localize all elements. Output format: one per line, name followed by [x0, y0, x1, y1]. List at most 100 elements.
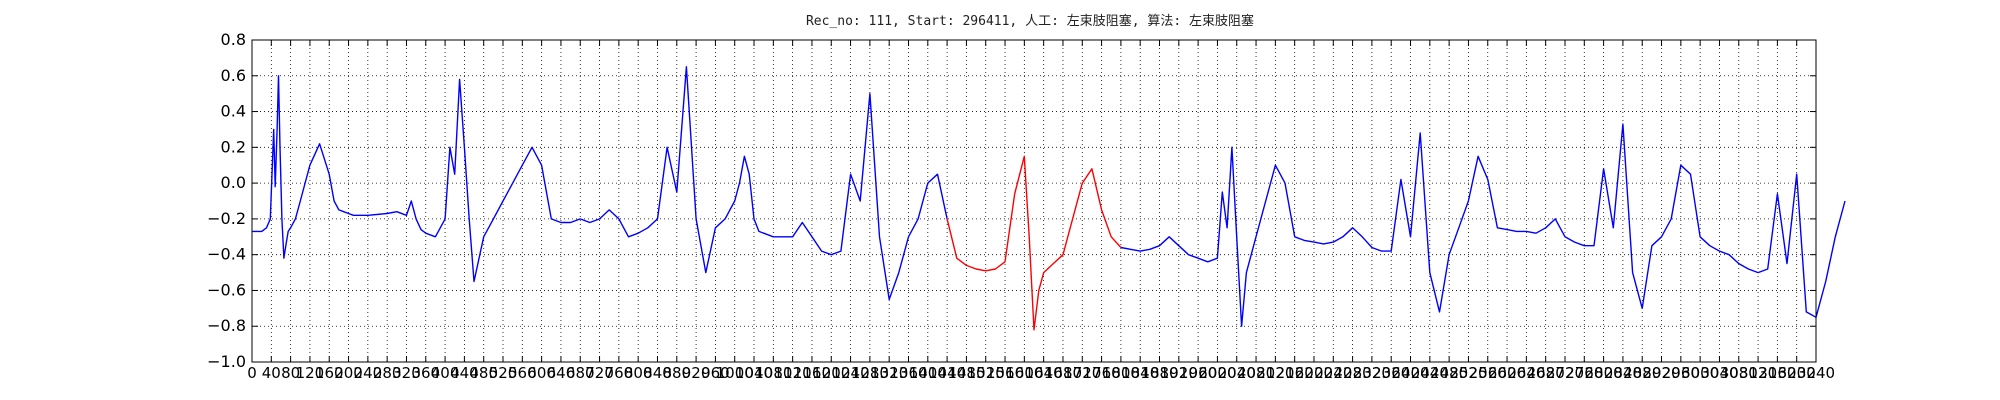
ecg-after-tail-line — [1815, 200, 1846, 318]
x-tick-label: 2480 — [1430, 364, 1468, 382]
ecg-before-line — [252, 66, 948, 301]
chart-title: Rec_no: 111, Start: 296411, 人工: 左束肢阻塞, 算… — [806, 13, 1254, 29]
series-layer — [252, 66, 1846, 331]
x-tick-label: 1800 — [1102, 364, 1140, 382]
x-tick-label: 3040 — [1700, 364, 1738, 382]
x-tick-label: 2680 — [1527, 364, 1565, 382]
x-tick-label: 600 — [527, 364, 556, 382]
x-tick-label: 2080 — [1237, 364, 1275, 382]
x-tick-label: 2400 — [1391, 364, 1429, 382]
x-tick-label: 1880 — [1140, 364, 1178, 382]
x-tick-label: 280 — [373, 364, 402, 382]
y-tick-label: −1.0 — [207, 352, 246, 371]
x-tick-label: 920 — [682, 364, 711, 382]
x-tick-label: 1200 — [812, 364, 850, 382]
x-tick-label: 1080 — [754, 364, 792, 382]
x-tick-label: 1320 — [870, 364, 908, 382]
x-tick-label: 1720 — [1063, 364, 1101, 382]
x-tick-label: 2160 — [1276, 364, 1314, 382]
x-tick-label: 640 — [547, 364, 576, 382]
x-tick-label: 1920 — [1160, 364, 1198, 382]
x-tick-label: 3000 — [1681, 364, 1719, 382]
x-tick-label: 680 — [566, 364, 595, 382]
x-tick-label: 240 — [354, 364, 383, 382]
tick-layer: −1.0−0.8−0.6−0.4−0.20.00.20.40.60.80 40 80… — [207, 30, 1835, 382]
x-tick-label: 1360 — [889, 364, 927, 382]
x-tick-label: 1520 — [967, 364, 1005, 382]
x-tick-label: 320 — [392, 364, 421, 382]
x-tick-label: 1400 — [909, 364, 947, 382]
x-tick-label: 2440 — [1411, 364, 1449, 382]
x-tick-label: 2560 — [1469, 364, 1507, 382]
x-tick-label: 1760 — [1082, 364, 1120, 382]
x-tick-label: 1240 — [831, 364, 869, 382]
x-tick-label: 720 — [585, 364, 614, 382]
x-tick-label: 2280 — [1333, 364, 1371, 382]
y-tick-label: 0.4 — [221, 102, 246, 121]
x-tick-label: 2040 — [1218, 364, 1256, 382]
x-tick-label: 0 — [247, 364, 257, 382]
x-tick-label: 2120 — [1256, 364, 1294, 382]
y-tick-label: 0.8 — [221, 30, 246, 49]
x-tick-label: 40 — [262, 364, 281, 382]
ecg-flagged-line — [946, 155, 1122, 331]
x-tick-label: 1600 — [1005, 364, 1043, 382]
x-tick-label: 560 — [508, 364, 537, 382]
x-tick-label: 2840 — [1604, 364, 1642, 382]
x-tick-label: 2320 — [1353, 364, 1391, 382]
x-tick-label: 3240 — [1797, 364, 1835, 382]
x-tick-label: 1640 — [1025, 364, 1063, 382]
x-tick-label: 1440 — [928, 364, 966, 382]
y-tick-label: −0.4 — [207, 245, 246, 264]
grid-layer — [252, 40, 1816, 362]
plot-frame — [251, 39, 1817, 363]
x-tick-label: 2240 — [1314, 364, 1352, 382]
x-tick-label: 520 — [489, 364, 518, 382]
x-tick-label: 2880 — [1623, 364, 1661, 382]
x-tick-label: 1040 — [735, 364, 773, 382]
x-tick-label: 760 — [605, 364, 634, 382]
x-tick-label: 400 — [431, 364, 460, 382]
x-tick-label: 2000 — [1198, 364, 1236, 382]
x-tick-label: 3120 — [1739, 364, 1777, 382]
x-tick-label: 880 — [662, 364, 691, 382]
y-tick-label: −0.2 — [207, 209, 246, 228]
x-tick-label: 3080 — [1720, 364, 1758, 382]
x-tick-label: 160 — [315, 364, 344, 382]
y-tick-label: 0.0 — [221, 173, 246, 192]
x-tick-label: 200 — [334, 364, 363, 382]
y-tick-label: −0.8 — [207, 316, 246, 335]
x-tick-label: 2720 — [1546, 364, 1584, 382]
x-tick-label: 1000 — [716, 364, 754, 382]
x-tick-label: 120 — [296, 364, 325, 382]
x-tick-label: 3200 — [1778, 364, 1816, 382]
x-tick-label: 440 — [450, 364, 479, 382]
x-tick-label: 3160 — [1758, 364, 1796, 382]
x-tick-label: 2360 — [1372, 364, 1410, 382]
y-tick-label: 0.6 — [221, 66, 246, 85]
x-tick-label: 840 — [643, 364, 672, 382]
ecg-after-line — [1120, 123, 1817, 327]
x-tick-label: 2920 — [1642, 364, 1680, 382]
x-tick-label: 2960 — [1662, 364, 1700, 382]
x-tick-label: 80 — [281, 364, 300, 382]
x-tick-label: 2600 — [1488, 364, 1526, 382]
x-tick-label: 1160 — [793, 364, 831, 382]
x-tick-label: 1840 — [1121, 364, 1159, 382]
x-tick-label: 480 — [469, 364, 498, 382]
x-tick-label: 800 — [624, 364, 653, 382]
x-tick-label: 2760 — [1565, 364, 1603, 382]
x-tick-label: 360 — [411, 364, 440, 382]
y-tick-label: −0.6 — [207, 280, 246, 299]
x-tick-label: 2800 — [1585, 364, 1623, 382]
x-tick-label: 1120 — [774, 364, 812, 382]
x-tick-label: 1280 — [851, 364, 889, 382]
x-tick-label: 2200 — [1295, 364, 1333, 382]
x-tick-label: 1560 — [986, 364, 1024, 382]
y-tick-label: 0.2 — [221, 137, 246, 156]
x-tick-label: 1960 — [1179, 364, 1217, 382]
x-tick-label: 1680 — [1044, 364, 1082, 382]
x-tick-label: 1480 — [947, 364, 985, 382]
x-tick-label: 2520 — [1449, 364, 1487, 382]
